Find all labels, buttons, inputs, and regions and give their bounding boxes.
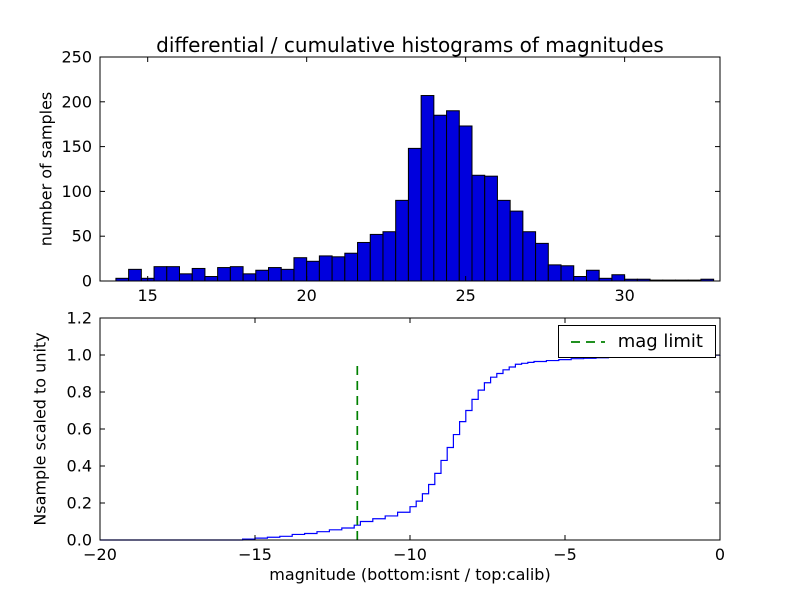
histogram-bar	[128, 268, 142, 282]
y-tick-label: 200	[61, 92, 92, 111]
y-tick-label: 100	[61, 182, 92, 201]
histogram-bar	[357, 241, 371, 282]
y-tick-label: 0	[82, 272, 92, 291]
histogram-bar	[560, 265, 575, 282]
x-tick-label: −15	[238, 545, 272, 564]
histogram-bar	[458, 125, 473, 282]
histogram-bar	[331, 256, 346, 282]
y-tick-label: 1.2	[67, 309, 92, 328]
histogram-bar	[407, 147, 422, 282]
histogram-bar	[484, 175, 498, 282]
histogram-bar	[293, 257, 308, 282]
axes-border	[99, 56, 721, 282]
histogram-bar	[509, 210, 524, 282]
x-tick-label: 25	[455, 286, 475, 305]
x-tick-label: −5	[553, 545, 577, 564]
y-tick-label: 0.0	[67, 531, 92, 550]
x-tick-label: −20	[83, 545, 117, 564]
histogram-bar	[191, 267, 206, 282]
x-tick-label: 15	[138, 286, 158, 305]
y-tick-label: 0.2	[67, 494, 92, 513]
histogram-bar	[255, 269, 270, 282]
histogram-bar	[420, 95, 435, 282]
histogram-bar	[204, 276, 219, 282]
histogram-bar	[268, 267, 282, 282]
histogram-bar	[280, 268, 295, 282]
x-tick-label: −10	[393, 545, 427, 564]
x-tick-label: 30	[614, 286, 634, 305]
x-tick-label: 0	[715, 545, 725, 564]
y-tick-label: 0.4	[67, 457, 92, 476]
histogram-bar	[306, 260, 320, 282]
legend-label: mag limit	[617, 331, 703, 352]
histogram-bar	[318, 255, 333, 282]
histogram-bar	[217, 267, 231, 282]
histogram-bar	[229, 266, 244, 282]
histogram-bar	[585, 269, 600, 282]
histogram-bar	[395, 199, 409, 282]
bottom-ylabel: Nsample scaled to unity	[30, 332, 50, 526]
top-ylabel: number of samples	[36, 91, 56, 247]
histogram-bar	[547, 264, 562, 282]
y-tick-label: 1.0	[67, 346, 92, 365]
histogram-bar	[535, 242, 549, 282]
histogram-bar	[446, 110, 460, 282]
histogram-bar	[522, 231, 537, 282]
histogram-bar	[166, 266, 180, 282]
histogram-bar	[344, 252, 359, 282]
legend-dashed-line-icon	[570, 340, 605, 343]
x-axis-label: magnitude (bottom:isnt / top:calib)	[269, 565, 551, 584]
legend: mag limit	[557, 325, 716, 358]
histogram-bar	[153, 266, 168, 282]
cumulative-line	[100, 354, 721, 541]
histogram-bar	[382, 231, 397, 282]
y-tick-label: 50	[72, 227, 92, 246]
y-tick-label: 0.6	[67, 420, 92, 439]
histogram-bar	[433, 114, 448, 282]
y-tick-label: 0.8	[67, 383, 92, 402]
histogram-bar	[369, 233, 384, 282]
y-tick-label: 250	[61, 48, 92, 67]
histogram-bar	[242, 273, 257, 282]
histogram-bar	[573, 276, 587, 282]
histogram-bar	[178, 273, 193, 282]
x-tick-label: 20	[296, 286, 316, 305]
y-tick-label: 150	[61, 137, 92, 156]
chart-title: differential / cumulative histograms of …	[156, 33, 664, 57]
histogram-bar	[471, 174, 486, 282]
histogram-bar	[496, 199, 511, 282]
histogram-bar	[611, 274, 626, 282]
